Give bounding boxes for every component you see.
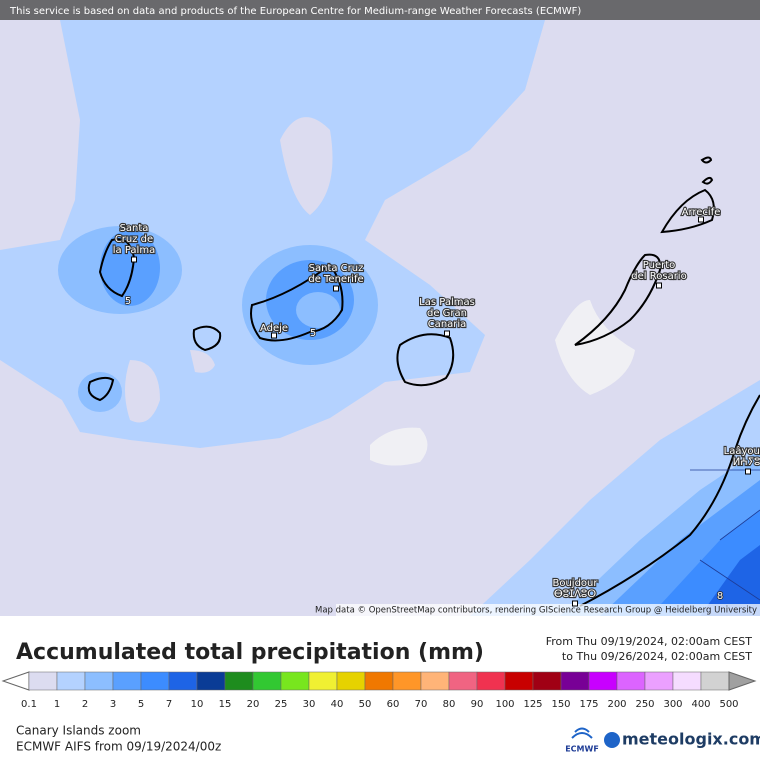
place-label: Las Palmas (419, 297, 475, 308)
place-marker (271, 332, 277, 339)
scale-label: 1 (54, 699, 60, 710)
scale-cell (112, 671, 142, 691)
place-marker (698, 216, 704, 223)
place-marker (131, 256, 137, 263)
place-marker (572, 600, 578, 607)
scale-label: 15 (219, 699, 232, 710)
scale-label: 80 (443, 699, 456, 710)
place-label: de Tenerife (308, 274, 363, 285)
scale-label: 5 (138, 699, 144, 710)
scale-cell (616, 671, 646, 691)
place-marker (333, 285, 339, 292)
scale-label: 300 (663, 699, 682, 710)
place-label: Santa Cruz (309, 263, 364, 274)
scale-label: 30 (303, 699, 316, 710)
scale-cell (336, 671, 366, 691)
scale-over-arrow (728, 671, 757, 691)
scale-label: 20 (247, 699, 260, 710)
contour-label: 5 (125, 296, 131, 307)
contour-label: 8 (717, 591, 723, 602)
scale-under-arrow (1, 671, 30, 691)
scale-cell (252, 671, 282, 691)
map-attribution: Map data © OpenStreetMap contributors, r… (315, 606, 757, 616)
scale-label: 500 (719, 699, 738, 710)
scale-cell (672, 671, 702, 691)
scale-cell (308, 671, 338, 691)
model-run: ECMWF AIFS from 09/19/2024/00z (16, 740, 221, 754)
scale-label: 60 (387, 699, 400, 710)
scale-cell (224, 671, 254, 691)
scale-label: 150 (551, 699, 570, 710)
scale-label: 250 (635, 699, 654, 710)
scale-label: 100 (495, 699, 514, 710)
scale-cell (700, 671, 730, 691)
scale-cell (84, 671, 114, 691)
place-marker (656, 282, 662, 289)
scale-label: 200 (607, 699, 626, 710)
scale-label: 7 (166, 699, 172, 710)
place-label: la Palma (113, 245, 155, 256)
place-label: Cruz de (115, 234, 153, 245)
scale-label: 400 (691, 699, 710, 710)
place-label: del Rosario (631, 271, 686, 282)
place-label: Arrecife (682, 207, 721, 218)
scale-cell (280, 671, 310, 691)
scale-cell (392, 671, 422, 691)
scale-label: 125 (523, 699, 542, 710)
scale-label: 25 (275, 699, 288, 710)
scale-cell (56, 671, 86, 691)
site-logo: meteologix.com (622, 730, 760, 749)
scale-cell (420, 671, 450, 691)
place-label: ⴱⵓⵊⴷⵓⵔ (554, 589, 596, 600)
service-notice: This service is based on data and produc… (9, 6, 581, 17)
scale-label: 40 (331, 699, 344, 710)
scale-label: 70 (415, 699, 428, 710)
legend: Accumulated total precipitation (mm) Fro… (1, 635, 757, 710)
region-name: Canary Islands zoom (16, 724, 141, 738)
place-marker (745, 468, 751, 475)
scale-cell (364, 671, 394, 691)
legend-title: Accumulated total precipitation (mm) (16, 640, 484, 665)
scale-cell (532, 671, 562, 691)
scale-label: 175 (579, 699, 598, 710)
ecmwf-logo: ECMWF (565, 745, 599, 754)
contour-label: 5 (310, 328, 316, 339)
scale-cell (560, 671, 590, 691)
scale-label: 10 (191, 699, 204, 710)
scale-cell (448, 671, 478, 691)
period-from: From Thu 09/19/2024, 02:00am CEST (546, 635, 753, 648)
scale-cell (476, 671, 506, 691)
scale-cell (168, 671, 198, 691)
scale-cell (140, 671, 170, 691)
place-label: Puerto (643, 260, 676, 271)
place-marker (444, 330, 450, 337)
place-label: de Gran (427, 308, 467, 319)
scale-cell (644, 671, 674, 691)
place-label: Boujdour (552, 578, 598, 589)
scale-label: 3 (110, 699, 116, 710)
place-label: Adeje (260, 323, 288, 334)
scale-label: 0.1 (21, 699, 37, 710)
place-label: Santa (120, 223, 149, 234)
period-to: to Thu 09/26/2024, 02:00am CEST (562, 650, 752, 663)
place-label: Canaria (428, 319, 467, 330)
scale-cell (28, 671, 58, 691)
place-label: Laâyoune (724, 445, 760, 457)
scale-cell (504, 671, 534, 691)
scale-cell (588, 671, 618, 691)
map: This service is based on data and produc… (0, 0, 760, 616)
place-label: ⵍⵄⵢⵓⵏ (733, 457, 760, 468)
scale-label: 2 (82, 699, 88, 710)
scale-label: 90 (471, 699, 484, 710)
scale-label: 50 (359, 699, 372, 710)
scale-cell (196, 671, 226, 691)
